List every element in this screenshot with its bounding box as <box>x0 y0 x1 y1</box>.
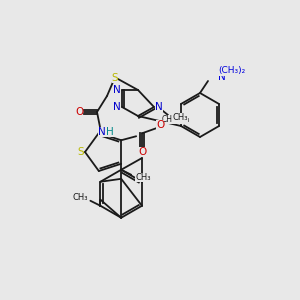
Text: CH₂CH₃: CH₂CH₃ <box>162 115 190 124</box>
Text: (CH₃)₂: (CH₃)₂ <box>218 67 246 76</box>
Text: CH₃: CH₃ <box>172 113 188 122</box>
Text: S: S <box>78 147 84 157</box>
Text: H: H <box>106 127 114 137</box>
Text: O: O <box>138 147 146 157</box>
Text: N: N <box>113 85 121 95</box>
Text: O: O <box>156 120 164 130</box>
Text: N: N <box>155 102 163 112</box>
Text: S: S <box>112 73 118 83</box>
Text: N: N <box>98 127 106 137</box>
Text: CH₃: CH₃ <box>135 173 151 182</box>
Text: O: O <box>75 107 83 117</box>
Text: N: N <box>113 102 121 112</box>
Text: CH₃: CH₃ <box>73 193 88 202</box>
Text: N: N <box>218 72 226 82</box>
